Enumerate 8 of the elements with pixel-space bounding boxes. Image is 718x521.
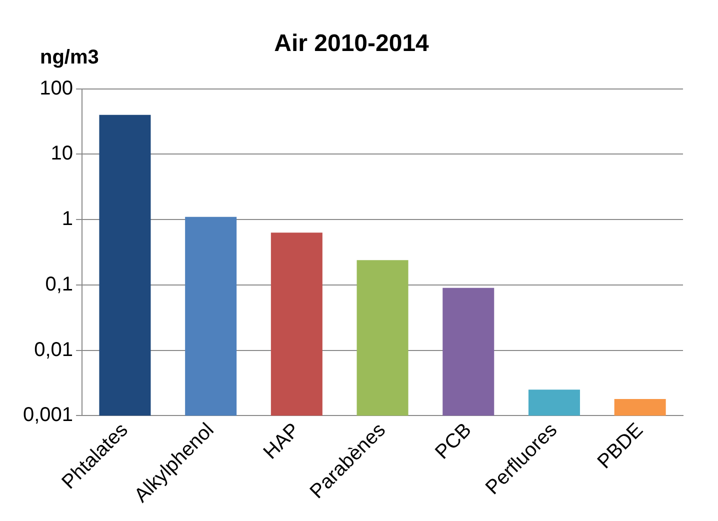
y-tick-label: 1	[62, 208, 74, 230]
y-axis-title: ng/m3	[40, 46, 99, 69]
y-tick-label: 0,01	[34, 338, 74, 361]
y-tick-label: 0,001	[22, 404, 74, 426]
y-tick-label: 100	[40, 77, 74, 100]
chart-title: Air 2010-2014	[274, 30, 430, 58]
y-tick-label: 10	[50, 142, 74, 165]
y-tick-label: 0,1	[45, 273, 74, 296]
